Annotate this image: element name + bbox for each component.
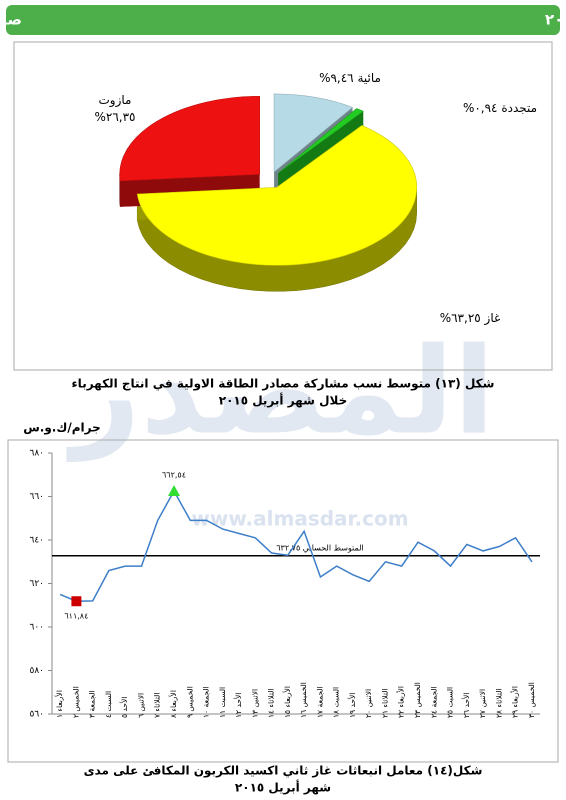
- min-marker: [71, 596, 82, 607]
- x-tick-label: الجمعة ١٧: [315, 686, 324, 718]
- pie-label: مازوت ٢٦,٣٥%: [94, 93, 135, 124]
- x-tick-label: الثلاثاء ١٤: [267, 689, 276, 718]
- y-tick-label: ٦٨٠: [29, 449, 44, 459]
- y-tick-label: ٥٨٠: [29, 666, 44, 676]
- x-tick-label: الاثنين ٦: [136, 693, 145, 718]
- pie-slice: [273, 93, 354, 173]
- x-tick-label: الأحد ١٢: [233, 693, 243, 718]
- y-tick-label: ٥٦٠: [29, 710, 44, 720]
- pie-slice: [277, 108, 364, 174]
- x-tick-label: الجمعة ٣: [88, 690, 97, 718]
- x-tick-label: الأحد ٥: [119, 697, 129, 718]
- pie-slice: [136, 125, 418, 266]
- x-tick-label: الخميس ٢٣: [413, 682, 422, 718]
- pie-caption: شكل (١٣) متوسط نسب مشاركة مصادر الطاقة ا…: [72, 377, 495, 392]
- x-tick-label: الثلاثاء ٢١: [380, 689, 389, 718]
- x-tick-label: الأربعاء ٢٩: [510, 686, 520, 718]
- pie-label: غاز ٦٣,٢٥%: [440, 311, 501, 326]
- x-tick-label: الأحد ٢٦: [461, 693, 471, 718]
- y-tick-label: ٦٢٠: [29, 579, 44, 589]
- x-tick-label: الاثنين ٢٠: [364, 689, 373, 718]
- pie-label-name: مائية: [357, 71, 380, 85]
- x-tick-label: الأحد ١٩: [347, 693, 357, 718]
- pie-label-value: ٠,٩٤%: [463, 101, 498, 115]
- x-tick-label: السبت ١١: [218, 687, 227, 718]
- max-marker: [168, 484, 180, 496]
- pie-caption: خلال شهر أبريل ٢٠١٥: [219, 393, 348, 408]
- x-tick-label: الثلاثاء ٢٨: [494, 689, 503, 718]
- line-frame: [7, 439, 559, 763]
- y-tick-label: ٦٤٠: [29, 536, 44, 546]
- pie-frame: [13, 41, 553, 371]
- x-tick-label: الأربعاء ١: [54, 690, 64, 718]
- pie-label-name: متجددة: [501, 101, 537, 115]
- pie-label-value: ٦٣,٢٥%: [440, 311, 481, 325]
- pie-label-value: ٢٦,٣٥%: [94, 110, 135, 124]
- x-tick-label: الجمعة ٢٤: [429, 686, 438, 718]
- x-tick-label: الثلاثاء ٧: [153, 693, 162, 718]
- pie-label-name: غاز: [484, 311, 501, 326]
- annotation: ٦٦٢,٥٤: [162, 470, 186, 479]
- pie-label: متجددة ٠,٩٤%: [463, 101, 537, 115]
- watermark-url: www.almasdar.com: [191, 507, 408, 531]
- y-axis-label: جرام/ك.و.س: [23, 421, 101, 436]
- y-tick-label: ٦٦٠: [29, 492, 44, 502]
- x-tick-label: الجمعة ١٠: [202, 686, 211, 718]
- x-tick-label: السبت ٤: [104, 691, 113, 718]
- x-tick-label: الاثنين ٢٧: [478, 689, 487, 718]
- annotation: ٦١١,٨٤: [64, 612, 88, 621]
- line-caption: شهر أبريل ٢٠١٥: [235, 780, 331, 795]
- header-title: تقرير مرصد الكهرباء – أبريل ٢٠١٥: [545, 10, 566, 29]
- x-tick-label: الخميس ١٦: [299, 682, 308, 718]
- data-line: [59, 489, 533, 602]
- x-tick-label: الأربعاء ٢٢: [396, 686, 406, 718]
- line-caption: شكل(١٤) معامل انبعاثات غاز ثاني اكسيد ال…: [84, 764, 483, 779]
- page-number: صفحة ٩: [0, 11, 22, 29]
- x-tick-label: الخميس ٩: [185, 686, 194, 718]
- header-bar: [6, 5, 560, 35]
- x-tick-label: الأربعاء ٨: [168, 690, 178, 718]
- x-tick-label: السبت ٢٥: [446, 687, 455, 718]
- x-tick-label: الأربعاء ١٥: [282, 686, 292, 718]
- x-tick-label: الاثنين ١٣: [250, 689, 259, 718]
- x-tick-label: السبت ١٨: [332, 687, 341, 718]
- pie-label-name: مازوت: [99, 93, 132, 108]
- watermark: المصدر: [66, 323, 494, 462]
- mean-label: المتوسط الحسابي ٦٣٢,٧٥: [276, 543, 364, 552]
- pie-slice: [119, 96, 260, 182]
- pie-label: مائية ٩,٤٦%: [319, 71, 381, 85]
- pie-label-value: ٩,٤٦%: [319, 71, 354, 85]
- y-tick-label: ٦٠٠: [29, 623, 44, 633]
- x-tick-label: الخميس ٢: [71, 686, 80, 718]
- x-tick-label: الخميس ٣٠: [527, 682, 536, 718]
